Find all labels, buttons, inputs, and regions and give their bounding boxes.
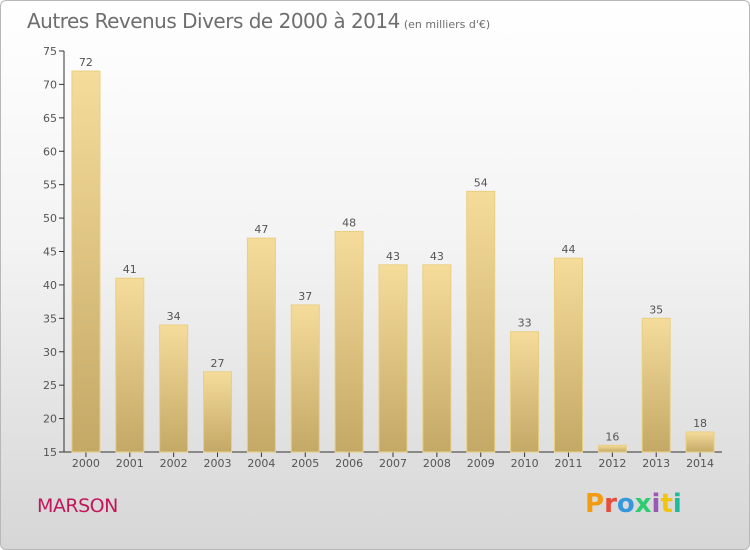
bar	[246, 237, 276, 453]
x-tick-label: 2010	[511, 457, 539, 470]
data-label: 18	[693, 417, 707, 430]
logo-letter: i	[672, 489, 682, 519]
data-label: 47	[254, 223, 268, 236]
data-label: 43	[386, 250, 400, 263]
y-tick-label: 50	[43, 212, 57, 225]
bar	[597, 444, 627, 453]
chart-title: Autres Revenus Divers de 2000 à 2014 (en …	[27, 9, 490, 33]
data-label: 35	[649, 303, 663, 316]
bar	[378, 264, 408, 453]
y-tick-label: 55	[43, 179, 57, 192]
bar	[641, 317, 671, 453]
bar	[422, 264, 452, 453]
bar	[290, 304, 320, 453]
chart-subtitle: (en milliers d'€)	[403, 18, 491, 31]
bars: 72 41 34 27 47 37 48 43 43 54 33 44 16 35 18	[71, 56, 715, 453]
commune-name: MARSON	[37, 495, 118, 517]
data-label: 34	[167, 310, 181, 323]
bar	[71, 70, 101, 453]
x-tick-label: 2013	[642, 457, 670, 470]
bar	[510, 331, 540, 453]
logo-letter: r	[604, 489, 617, 519]
bar	[685, 431, 715, 453]
x-tick-label: 2004	[247, 457, 275, 470]
y-tick-label: 60	[43, 145, 57, 158]
y-tick-label: 15	[43, 446, 57, 459]
data-label: 48	[342, 216, 356, 229]
bar	[466, 190, 496, 453]
data-label: 33	[518, 317, 532, 330]
y-tick-label: 20	[43, 413, 57, 426]
axes: 15 20 25 30 35 40 45 50 55 60 65 70 75 2000 2001 2002 20…	[43, 45, 722, 470]
y-tick-label: 75	[43, 45, 57, 58]
logo-letter: t	[660, 489, 673, 519]
bar	[159, 324, 189, 453]
chart-title-text: Autres Revenus Divers de 2000 à 2014	[27, 9, 400, 33]
x-tick-label: 2014	[686, 457, 714, 470]
data-label: 72	[79, 56, 93, 69]
x-tick-label: 2003	[204, 457, 232, 470]
x-tick-label: 2000	[72, 457, 100, 470]
x-tick-label: 2008	[423, 457, 451, 470]
data-label: 27	[211, 357, 225, 370]
y-tick-label: 25	[43, 379, 57, 392]
y-tick-label: 45	[43, 246, 57, 259]
x-tick-label: 2007	[379, 457, 407, 470]
x-tick-label: 2005	[291, 457, 319, 470]
x-tick-label: 2012	[598, 457, 626, 470]
x-tick-label: 2006	[335, 457, 363, 470]
data-label: 54	[474, 176, 488, 189]
x-tick-label: 2011	[554, 457, 582, 470]
proxiti-logo: Proxiti	[585, 489, 682, 519]
logo-letter: o	[616, 489, 635, 519]
data-label: 16	[605, 430, 619, 443]
bar	[115, 277, 145, 453]
data-label: 41	[123, 263, 137, 276]
x-tick-label: 2002	[160, 457, 188, 470]
x-tick-label: 2009	[467, 457, 495, 470]
x-tick-label: 2001	[116, 457, 144, 470]
y-tick-label: 40	[43, 279, 57, 292]
data-label: 44	[561, 243, 575, 256]
y-tick-label: 70	[43, 78, 57, 91]
y-tick-label: 30	[43, 346, 57, 359]
bar	[203, 371, 233, 453]
logo-letter: x	[634, 489, 652, 519]
bar	[334, 230, 364, 453]
logo-letter: P	[585, 489, 605, 519]
logo-letter: i	[651, 489, 661, 519]
y-tick-label: 35	[43, 312, 57, 325]
data-label: 43	[430, 250, 444, 263]
data-label: 37	[298, 290, 312, 303]
y-tick-label: 65	[43, 112, 57, 125]
bar	[553, 257, 583, 453]
